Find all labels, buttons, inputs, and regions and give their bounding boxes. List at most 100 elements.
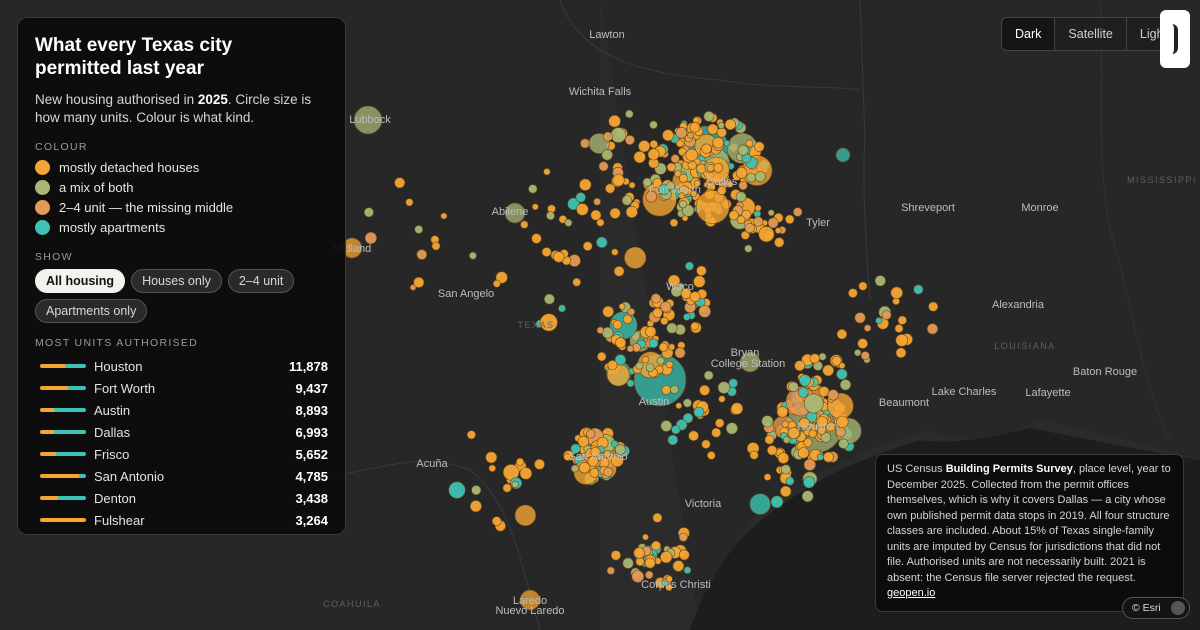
filter-houses-only[interactable]: Houses only <box>131 269 222 293</box>
permit-circle[interactable] <box>794 360 806 372</box>
permit-circle[interactable] <box>724 118 736 131</box>
permit-circle[interactable] <box>675 402 683 410</box>
permit-circle[interactable] <box>645 363 655 372</box>
permit-circle[interactable] <box>754 204 762 212</box>
permit-circle[interactable] <box>448 481 466 499</box>
permit-circle[interactable] <box>854 312 866 324</box>
permit-circle[interactable] <box>631 570 645 583</box>
note-link[interactable]: geopen.io <box>887 587 936 599</box>
permit-circle[interactable] <box>774 237 785 248</box>
basemap-dark-button[interactable]: Dark <box>1002 18 1055 50</box>
permit-circle[interactable] <box>784 214 795 225</box>
permit-circle[interactable] <box>414 225 424 234</box>
permit-circle[interactable] <box>890 286 903 299</box>
permit-circle[interactable] <box>638 140 651 153</box>
permit-circle[interactable] <box>848 288 858 298</box>
permit-circle[interactable] <box>641 356 650 364</box>
permit-circle[interactable] <box>652 512 663 523</box>
permit-circle[interactable] <box>685 148 698 162</box>
permit-circle[interactable] <box>739 351 761 373</box>
permit-circle[interactable] <box>601 149 613 161</box>
esri-attribution[interactable]: © Esri <box>1122 597 1190 619</box>
permit-circle[interactable] <box>605 183 616 194</box>
permit-circle[interactable] <box>669 218 679 228</box>
permit-circle[interactable] <box>660 420 673 432</box>
permit-circle[interactable] <box>836 368 848 380</box>
permit-circle[interactable] <box>644 570 654 580</box>
permit-circle[interactable] <box>608 114 621 128</box>
permit-circle[interactable] <box>603 131 613 142</box>
permit-circle[interactable] <box>816 416 829 428</box>
permit-circle[interactable] <box>609 207 621 219</box>
permit-circle[interactable] <box>627 307 636 316</box>
permit-circle[interactable] <box>744 223 755 234</box>
permit-circle[interactable] <box>468 251 477 260</box>
permit-circle[interactable] <box>531 233 542 244</box>
permit-circle[interactable] <box>716 127 727 138</box>
permit-circle[interactable] <box>874 275 886 287</box>
permit-circle[interactable] <box>658 342 669 352</box>
permit-circle[interactable] <box>660 301 672 313</box>
permit-circle[interactable] <box>543 168 551 176</box>
permit-circle[interactable] <box>586 429 596 439</box>
permit-circle[interactable] <box>519 467 533 480</box>
permit-circle[interactable] <box>808 429 817 438</box>
permit-circle[interactable] <box>534 458 545 470</box>
permit-circle[interactable] <box>688 430 699 442</box>
filter-apartments-only[interactable]: Apartments only <box>35 299 148 323</box>
permit-circle[interactable] <box>649 140 658 149</box>
permit-circle[interactable] <box>785 476 795 486</box>
permit-circle[interactable] <box>635 361 644 370</box>
permit-circle[interactable] <box>838 438 849 449</box>
permit-circle[interactable] <box>682 204 695 217</box>
permit-circle[interactable] <box>570 443 581 454</box>
permit-circle[interactable] <box>485 451 498 464</box>
permit-circle[interactable] <box>519 589 541 611</box>
permit-circle[interactable] <box>695 190 730 224</box>
permit-circle[interactable] <box>690 190 698 197</box>
permit-circle[interactable] <box>792 207 803 217</box>
permit-circle[interactable] <box>531 203 539 211</box>
permit-circle[interactable] <box>364 231 378 245</box>
permit-circles[interactable] <box>341 105 939 611</box>
permit-circle[interactable] <box>590 446 601 458</box>
permit-circle[interactable] <box>774 227 782 234</box>
permit-circle[interactable] <box>633 151 646 164</box>
permit-circle[interactable] <box>779 485 792 498</box>
permit-circle[interactable] <box>725 422 738 435</box>
permit-circle[interactable] <box>712 136 724 149</box>
permit-circle[interactable] <box>723 139 731 147</box>
permit-circle[interactable] <box>839 379 852 391</box>
permit-circle[interactable] <box>651 540 661 551</box>
permit-circle[interactable] <box>633 547 645 559</box>
permit-circle[interactable] <box>894 324 904 333</box>
permit-circle[interactable] <box>678 173 688 183</box>
permit-circle[interactable] <box>606 566 615 575</box>
permit-circle[interactable] <box>492 279 501 288</box>
permit-circle[interactable] <box>678 200 688 209</box>
permit-circle[interactable] <box>647 148 660 161</box>
permit-circle[interactable] <box>863 324 872 332</box>
permit-circle[interactable] <box>788 381 799 392</box>
permit-circle[interactable] <box>544 293 555 305</box>
permit-circle[interactable] <box>394 177 406 189</box>
permit-circle[interactable] <box>776 406 789 418</box>
permit-circle[interactable] <box>541 247 552 257</box>
permit-circle[interactable] <box>726 180 734 188</box>
permit-circle[interactable] <box>665 575 673 583</box>
permit-circle[interactable] <box>777 452 790 464</box>
permit-circle[interactable] <box>363 207 374 218</box>
permit-circle[interactable] <box>674 347 686 359</box>
filter-2-4-unit[interactable]: 2–4 unit <box>227 269 295 293</box>
permit-circle[interactable] <box>764 434 775 445</box>
permit-circle[interactable] <box>737 144 749 156</box>
permit-circle[interactable] <box>582 241 593 251</box>
permit-circle[interactable] <box>836 415 849 428</box>
permit-circle[interactable] <box>603 449 612 458</box>
permit-circle[interactable] <box>558 304 566 313</box>
permit-circle[interactable] <box>678 192 685 199</box>
permit-circle[interactable] <box>546 211 555 221</box>
permit-circle[interactable] <box>685 261 694 271</box>
permit-circle[interactable] <box>611 248 619 256</box>
permit-circle[interactable] <box>766 445 778 456</box>
